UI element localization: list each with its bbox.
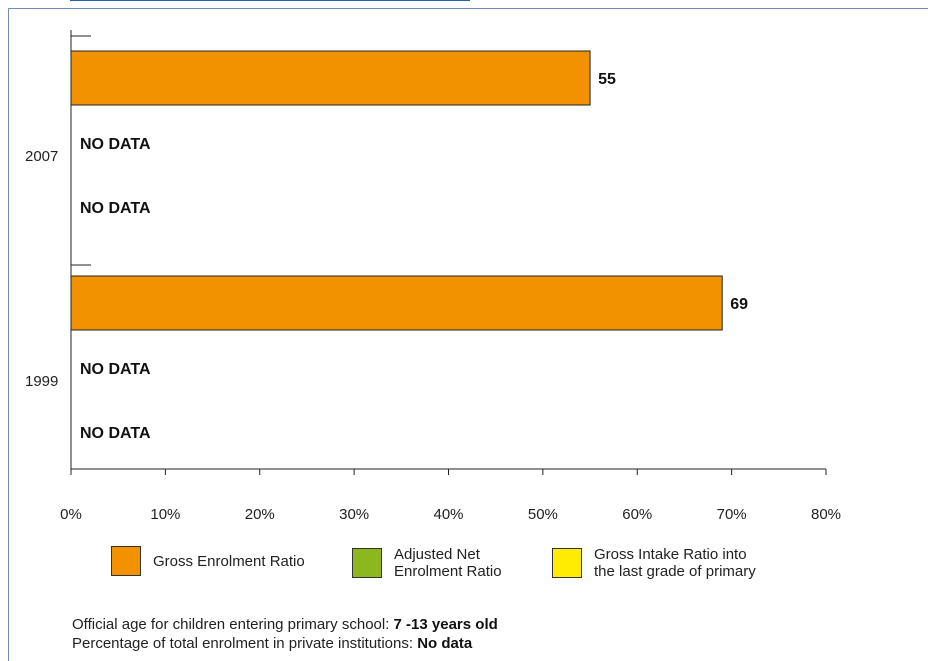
x-tick-label-6: 60% bbox=[622, 506, 652, 523]
header-strip bbox=[70, 0, 470, 1]
legend-swatch-gross-intake bbox=[552, 548, 582, 578]
x-tick-label-4: 40% bbox=[433, 506, 463, 523]
data-label-2007-0: 55 bbox=[598, 71, 616, 88]
bar-1999-0 bbox=[70, 275, 723, 331]
legend-gross-intake: Gross Intake Ratio into the last grade o… bbox=[552, 546, 756, 580]
footer-notes: Official age for children entering prima… bbox=[72, 615, 498, 653]
data-label-1999-0: 69 bbox=[730, 296, 748, 313]
x-tick-label-3: 30% bbox=[339, 506, 369, 523]
category-label-1999: 1999 bbox=[25, 373, 58, 390]
official-age-label: Official age for children entering prima… bbox=[72, 616, 394, 633]
legend-swatch-adjusted-net bbox=[352, 548, 382, 578]
x-tick-label-7: 70% bbox=[717, 506, 747, 523]
x-tick-label-2: 20% bbox=[245, 506, 275, 523]
x-tick-label-8: 80% bbox=[811, 506, 841, 523]
no-data-label-2007-1: NO DATA bbox=[80, 136, 151, 153]
official-age-line: Official age for children entering prima… bbox=[72, 615, 498, 634]
no-data-label-2007-2: NO DATA bbox=[80, 200, 151, 217]
legend-gross-enrolment: Gross Enrolment Ratio bbox=[111, 546, 305, 576]
legend-label-gross-enrolment: Gross Enrolment Ratio bbox=[153, 552, 305, 570]
x-tick-label-1: 10% bbox=[150, 506, 180, 523]
legend-adjusted-net: Adjusted Net Enrolment Ratio bbox=[352, 546, 502, 580]
bar-chart: 0% 10% 20% 30% 40% 50% 60% 70% 80% 2007 55 NO DATA N… bbox=[25, 30, 841, 523]
bar-2007-0 bbox=[70, 50, 591, 106]
legend-label-gross-intake: Gross Intake Ratio into the last grade o… bbox=[594, 546, 756, 580]
x-tick-label-0: 0% bbox=[60, 506, 82, 523]
no-data-label-1999-1: NO DATA bbox=[80, 361, 151, 378]
legend-swatch-gross-enrolment bbox=[111, 546, 141, 576]
x-tick-label-5: 50% bbox=[528, 506, 558, 523]
private-enrolment-label: Percentage of total enrolment in private… bbox=[72, 635, 418, 652]
category-label-2007: 2007 bbox=[25, 148, 58, 165]
no-data-label-1999-2: NO DATA bbox=[80, 425, 151, 442]
chart-frame bbox=[8, 8, 928, 661]
legend-label-adjusted-net: Adjusted Net Enrolment Ratio bbox=[394, 546, 502, 580]
private-enrolment-value: No data bbox=[417, 635, 473, 652]
official-age-value: 7 -13 years old bbox=[393, 616, 498, 633]
private-enrolment-line: Percentage of total enrolment in private… bbox=[72, 634, 498, 653]
